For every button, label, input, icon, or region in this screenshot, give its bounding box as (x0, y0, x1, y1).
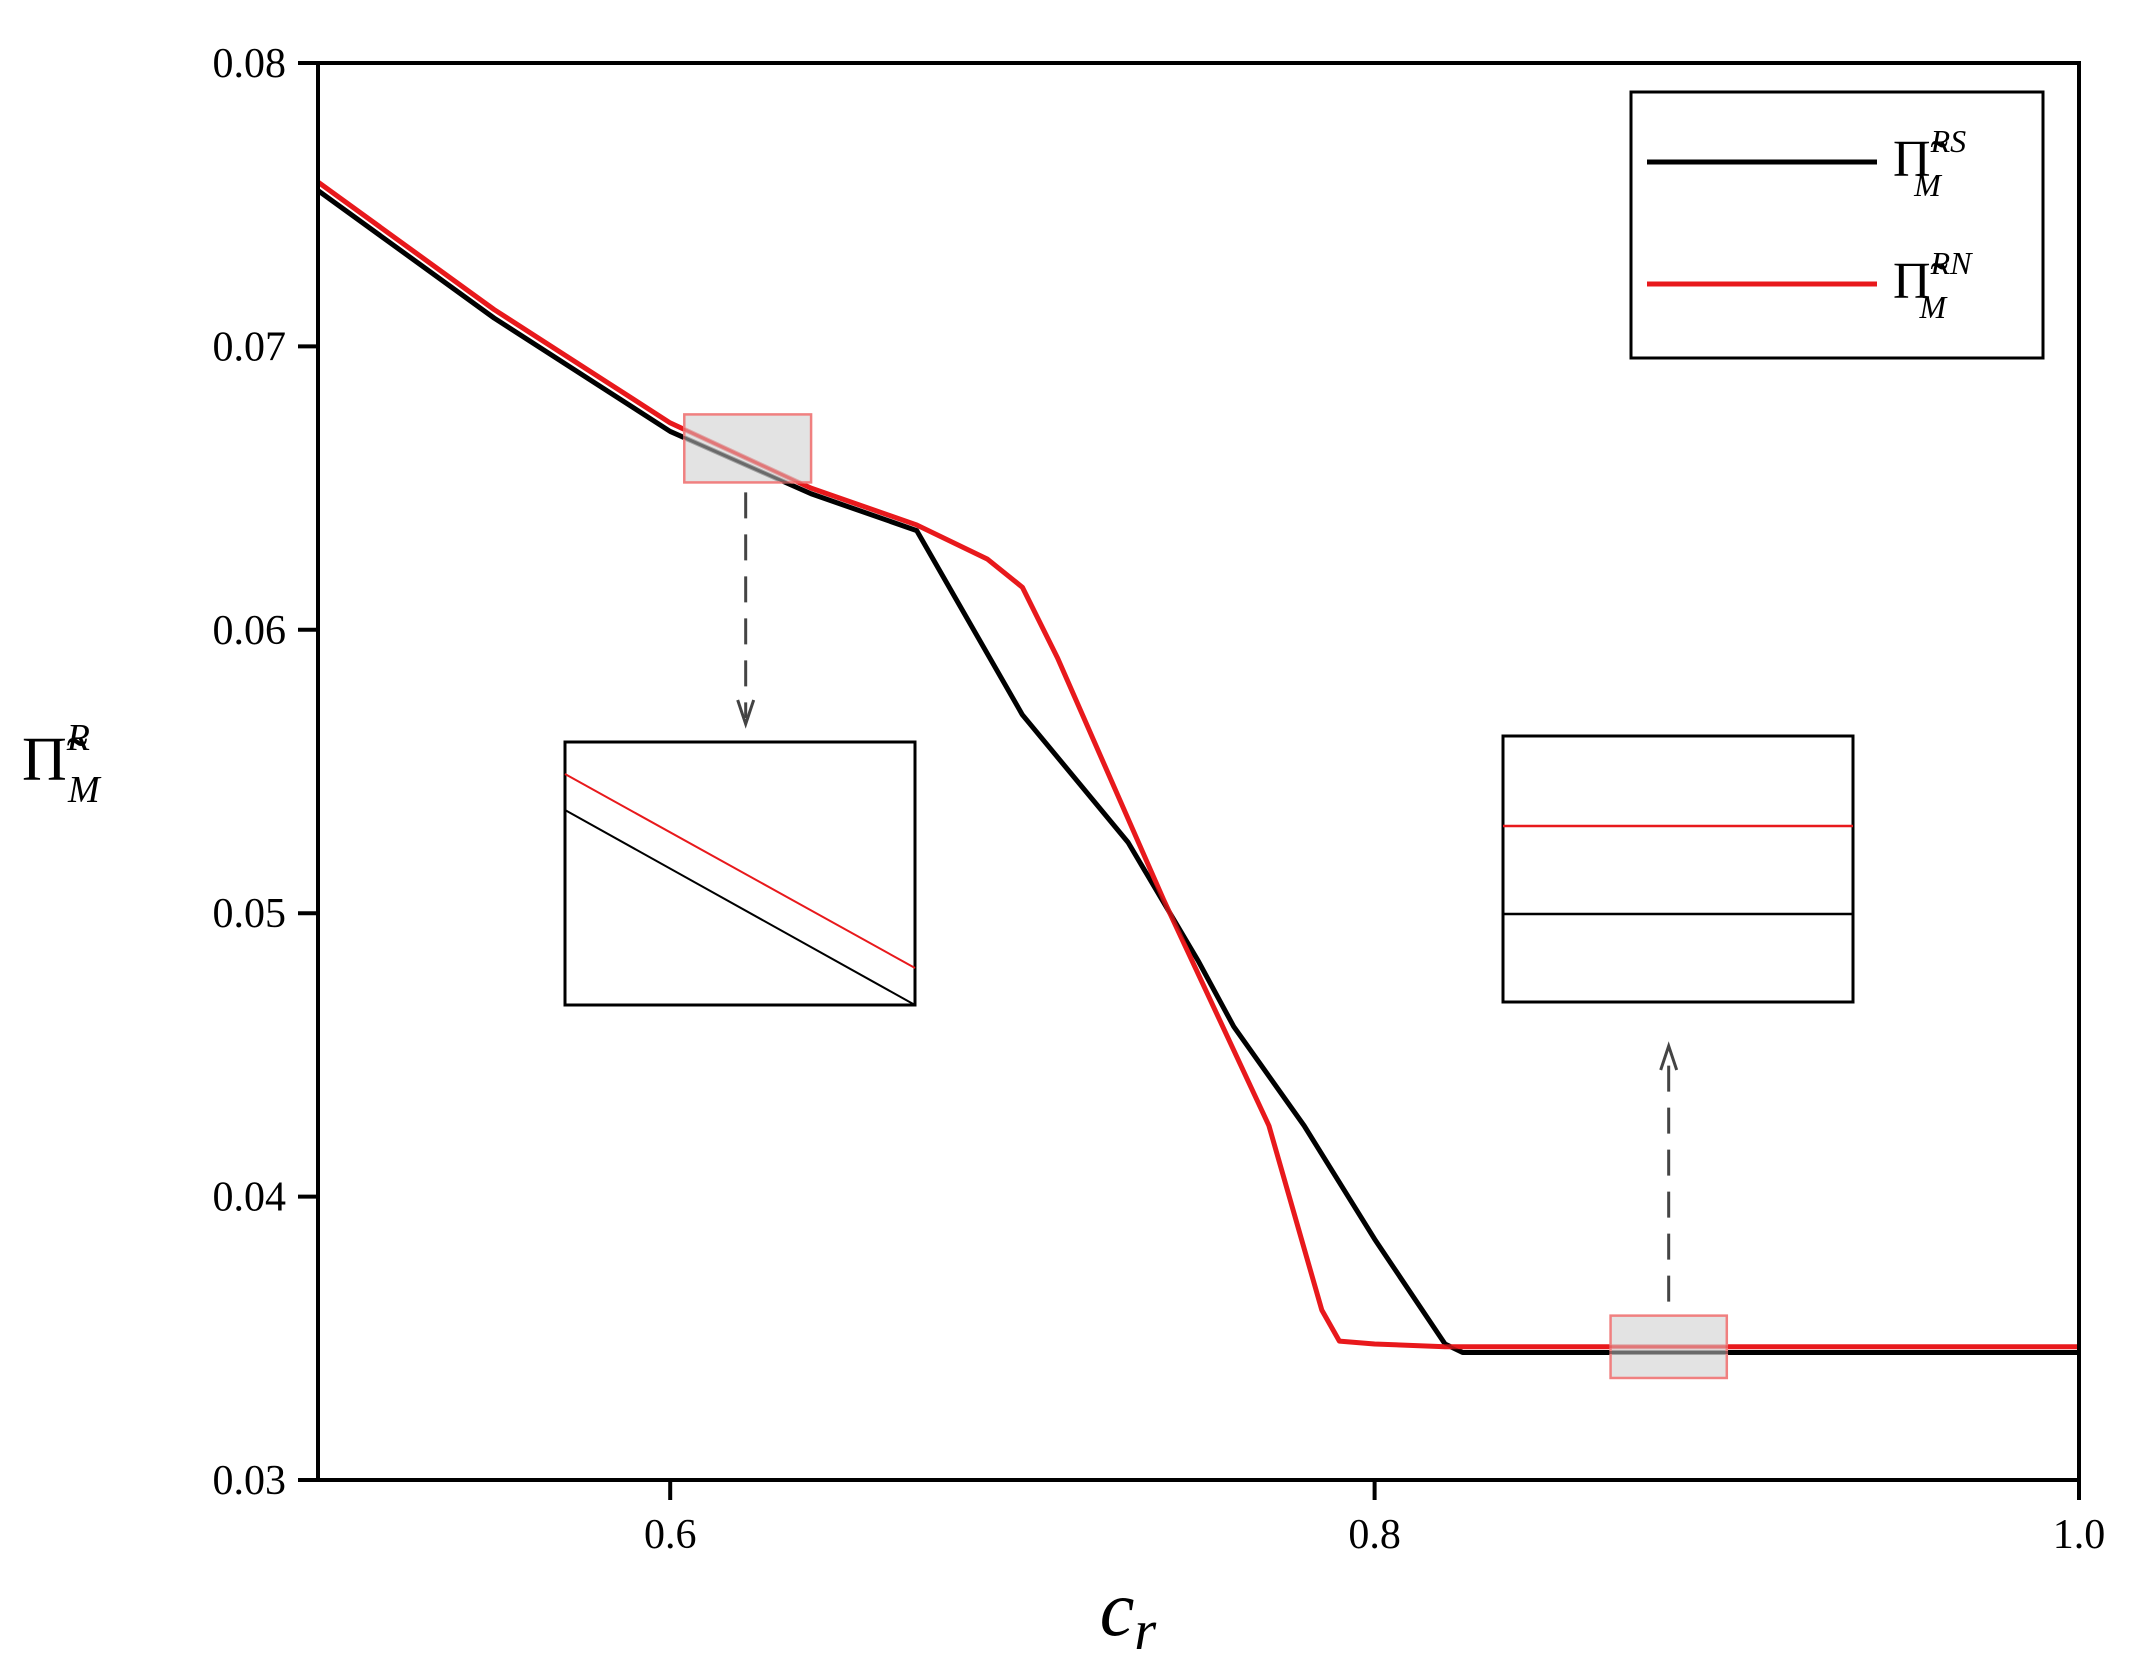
legend-entry-rs-sub: M (1913, 167, 1943, 203)
legend-entry-rn-label: Π̃RN M (1893, 245, 1973, 325)
series-line-rn-overlay (318, 180, 2079, 1349)
legend-entry-rs-sup: RS (1930, 123, 1967, 159)
x-tick-label: 0.6 (644, 1512, 697, 1558)
series-line-rs-overlay (318, 189, 2079, 1354)
zoom-region-box (683, 413, 813, 484)
y-axis-label-sup: R (66, 717, 90, 759)
x-tick-label: 0.8 (1348, 1512, 1401, 1558)
y-tick-label: 0.08 (213, 41, 287, 87)
x-axis-label-main: c (1100, 1565, 1135, 1652)
x-tick-label: 1.0 (2053, 1512, 2106, 1558)
y-tick-label: 0.06 (213, 608, 287, 654)
zoom-region-box (1609, 1314, 1729, 1380)
y-tick-label: 0.04 (213, 1175, 287, 1221)
inset-left-rn-line (564, 773, 916, 969)
plot-marks: 0.030.040.050.060.070.080.6 0.8 1.0Π̃RS MΠ̃… (22, 41, 2105, 1662)
legend-entry-rn-sub: M (1918, 289, 1948, 325)
legend-box (1629, 90, 2045, 360)
plot-frame (316, 61, 2081, 1482)
y-tick-label: 0.05 (213, 891, 287, 937)
x-axis-label: cr (1100, 1565, 1157, 1662)
zoom-arrow-right-head (1659, 1041, 1679, 1071)
zoom-arrow-left-head (736, 699, 756, 729)
y-tick-label: 0.07 (213, 324, 287, 370)
zoom-inset-right (1501, 734, 1855, 1004)
inset-left-rs-line (564, 809, 916, 1006)
legend-entry-rn-sup: RN (1930, 245, 1974, 281)
x-axis-label-sub: r (1134, 1600, 1156, 1662)
y-tick-label: 0.03 (213, 1458, 287, 1504)
y-axis-label-sub: M (67, 769, 102, 811)
zoom-inset-left (563, 740, 917, 1007)
y-axis-label: Π̃R M (22, 717, 102, 811)
